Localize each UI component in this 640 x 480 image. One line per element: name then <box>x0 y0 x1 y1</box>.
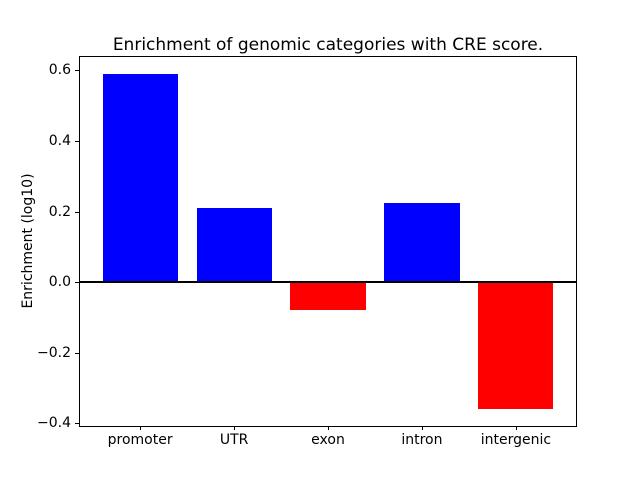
x-tick-label-exon: exon <box>311 432 345 448</box>
bar-promoter <box>102 73 178 283</box>
y-tick-mark <box>75 282 79 284</box>
x-tick-mark <box>328 426 329 430</box>
x-tick-mark <box>515 426 517 430</box>
bar-intron <box>384 202 460 283</box>
x-tick-mark <box>421 426 423 430</box>
y-tick-label: −0.4 <box>37 415 71 432</box>
y-tick-mark <box>75 70 79 72</box>
bars-layer <box>80 57 576 426</box>
y-tick-mark <box>75 211 79 213</box>
chart-title: Enrichment of genomic categories with CR… <box>112 35 544 55</box>
x-tick-label-intron: intron <box>401 432 443 448</box>
axes-box <box>79 56 577 427</box>
y-tick-label: 0.2 <box>48 203 71 220</box>
x-tick-mark <box>140 426 142 430</box>
x-tick-label-intergenic: intergenic <box>480 432 552 448</box>
y-tick-label: 0.6 <box>48 62 71 79</box>
zero-line <box>80 281 576 284</box>
y-tick-label: 0.0 <box>48 274 71 291</box>
y-tick-mark <box>75 423 79 425</box>
y-tick-label: 0.4 <box>48 132 71 149</box>
y-tick-mark <box>75 140 79 142</box>
x-tick-label-UTR: UTR <box>219 432 249 448</box>
y-tick-mark <box>75 352 79 354</box>
y-tick-label: −0.2 <box>37 344 71 361</box>
x-tick-label-promoter: promoter <box>107 432 173 448</box>
x-tick-mark <box>234 426 236 430</box>
bar-intergenic <box>478 282 554 410</box>
bar-exon <box>290 282 366 311</box>
bar-UTR <box>196 208 272 283</box>
